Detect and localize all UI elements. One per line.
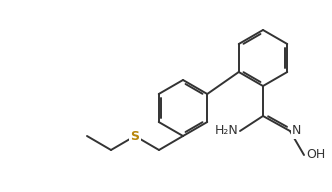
Text: OH: OH (306, 148, 325, 161)
Text: H₂N: H₂N (214, 124, 238, 137)
Text: N: N (292, 124, 301, 137)
Text: S: S (130, 129, 139, 142)
